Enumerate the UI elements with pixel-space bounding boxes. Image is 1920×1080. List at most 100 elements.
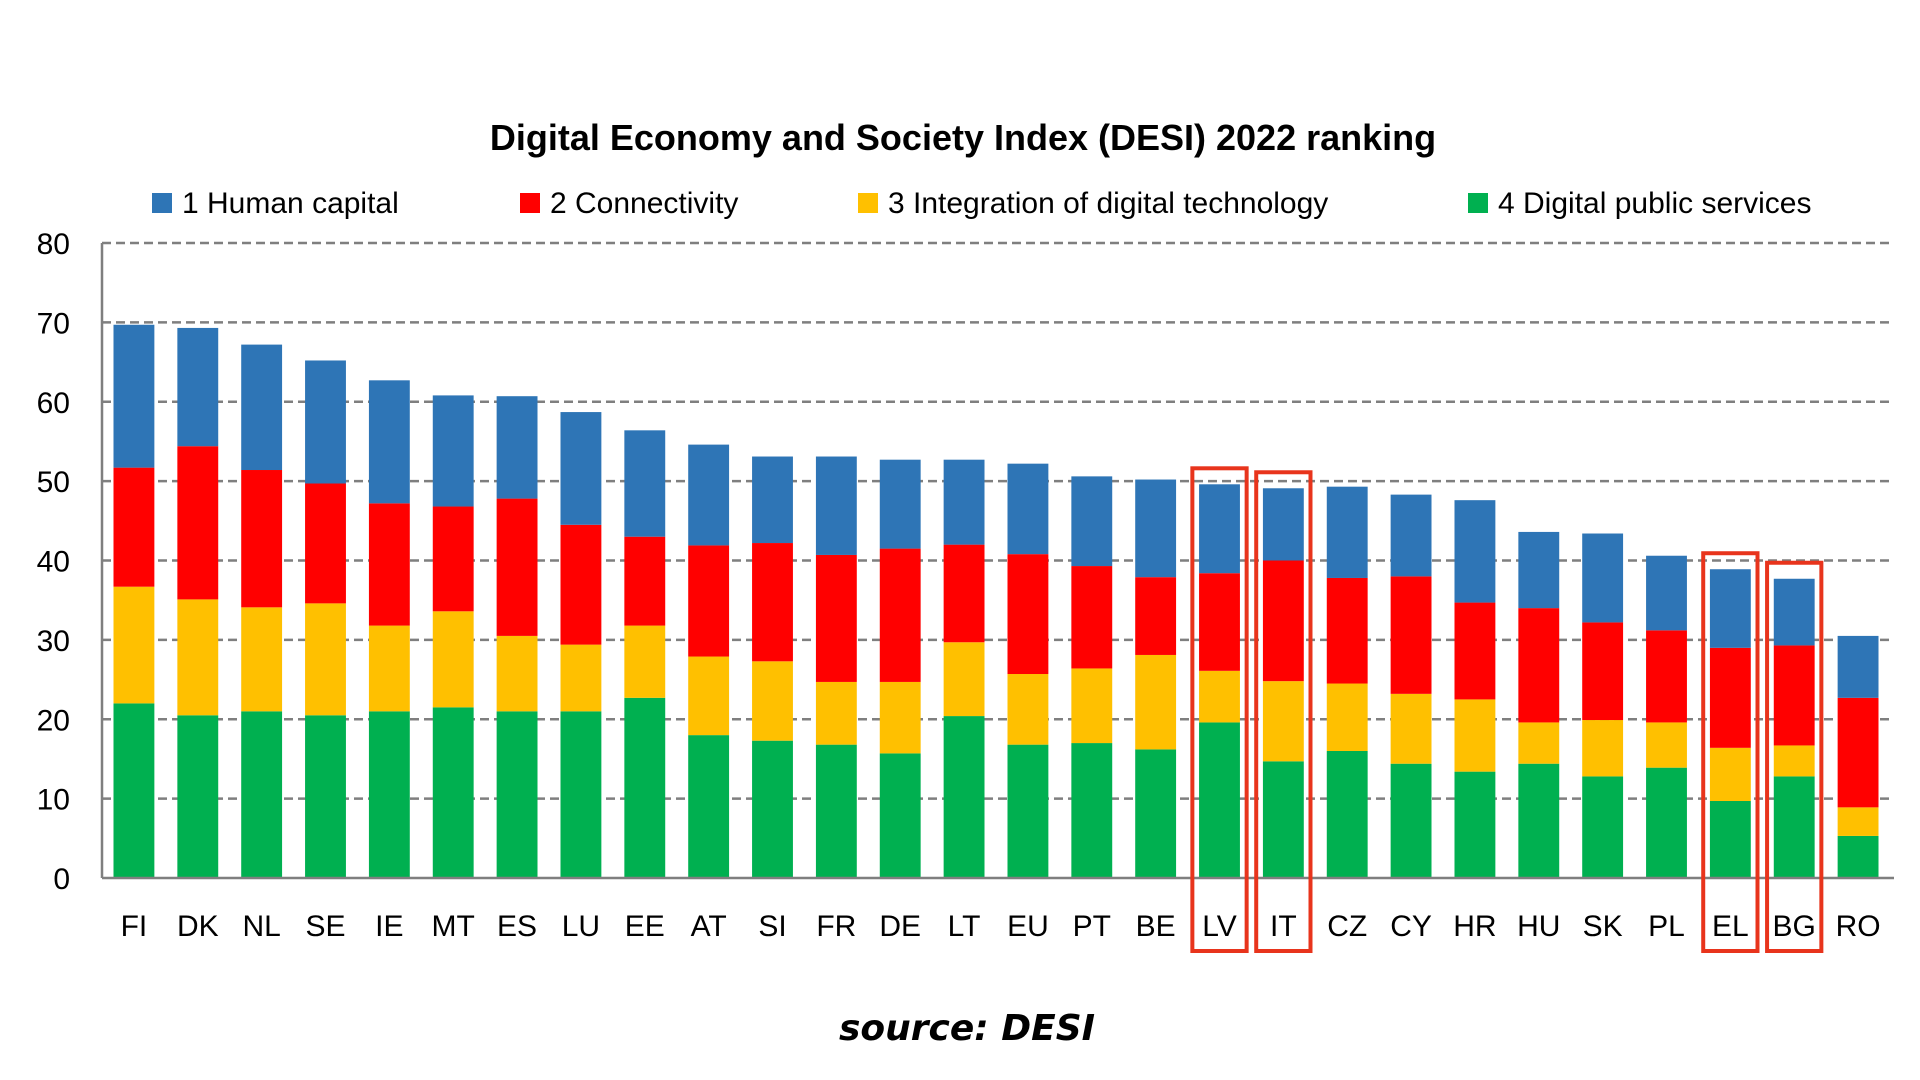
bar-PL-2 — [1646, 630, 1687, 723]
bar-BG-2 — [1773, 645, 1815, 746]
bar-NL-1 — [241, 344, 283, 471]
bar-SK-2 — [1582, 622, 1624, 721]
legend-swatch-4 — [1468, 193, 1488, 213]
bar-BG-3 — [1773, 745, 1815, 777]
bar-NL-4 — [241, 711, 283, 878]
bar-EU-1 — [1007, 463, 1049, 555]
bar-FR-1 — [815, 456, 857, 555]
bar-ES-2 — [496, 498, 538, 636]
bar-AT-1 — [688, 444, 730, 546]
x-tick-label-HR: HR — [1453, 910, 1496, 943]
bar-SI-4 — [752, 740, 793, 878]
highlight-box-EL — [1701, 551, 1760, 953]
bar-LV-4 — [1199, 722, 1240, 878]
bar-BG-1 — [1773, 578, 1815, 646]
bar-PL-1 — [1646, 555, 1687, 631]
bar-HU-4 — [1518, 763, 1560, 878]
x-tick-label-NL: NL — [242, 910, 280, 943]
bar-HU-3 — [1518, 722, 1560, 764]
bar-FI-4 — [113, 703, 155, 878]
bar-EL-2 — [1709, 647, 1751, 748]
bar-DK-4 — [177, 715, 219, 878]
x-tick-label-EE: EE — [625, 910, 665, 943]
bar-RO-2 — [1837, 697, 1879, 808]
x-axis-ticks: FI DK NL SE IE MT ES LU EE AT SI FR DE LT EU PT BE LV IT CZ… — [121, 910, 1881, 943]
highlight-boxes — [1190, 466, 1824, 953]
bar-PT-1 — [1071, 476, 1113, 567]
x-tick-label-RO: RO — [1836, 910, 1881, 943]
x-tick-label-EL: EL — [1712, 910, 1749, 943]
x-tick-label-BE: BE — [1136, 910, 1176, 943]
bar-IT-4 — [1262, 761, 1304, 878]
bar-EE-4 — [624, 697, 666, 878]
bar-EE-1 — [624, 430, 666, 537]
bar-CY-2 — [1390, 576, 1432, 694]
bar-EL-1 — [1709, 569, 1751, 648]
bar-IT-3 — [1262, 681, 1304, 762]
bar-CZ-4 — [1326, 751, 1368, 878]
y-tick-label: 70 — [37, 307, 70, 340]
legend-label-1: 1 Human capital — [182, 187, 399, 220]
x-tick-label-CZ: CZ — [1327, 910, 1367, 943]
bar-LU-2 — [560, 524, 602, 645]
x-tick-label-IE: IE — [375, 910, 403, 943]
bar-IT-1 — [1262, 488, 1304, 561]
x-tick-label-PL: PL — [1648, 910, 1685, 943]
bar-SE-4 — [305, 715, 346, 878]
bar-SI-2 — [752, 543, 793, 662]
bar-HR-2 — [1454, 602, 1496, 700]
x-tick-label-AT: AT — [691, 910, 727, 943]
bar-LU-1 — [560, 412, 602, 525]
bar-EU-4 — [1007, 744, 1049, 878]
bar-IE-1 — [368, 380, 410, 504]
legend: 1 Human capital 2 Connectivity 3 Integrati… — [152, 187, 1811, 220]
bar-CZ-2 — [1326, 577, 1368, 684]
x-tick-label-LU: LU — [562, 910, 600, 943]
bar-PT-4 — [1071, 743, 1113, 878]
bar-HR-1 — [1454, 500, 1496, 603]
bar-ES-3 — [496, 635, 538, 712]
x-tick-label-EU: EU — [1007, 910, 1049, 943]
bar-IT-2 — [1262, 560, 1304, 682]
bar-EE-3 — [624, 625, 666, 698]
y-axis-ticks: 0 10 20 30 40 50 60 70 80 — [37, 228, 70, 896]
bar-AT-4 — [688, 735, 730, 878]
legend-swatch-2 — [520, 193, 540, 213]
bar-IE-3 — [368, 625, 410, 712]
highlight-box-IT — [1254, 470, 1313, 953]
y-tick-label: 0 — [53, 863, 70, 896]
bar-SK-1 — [1582, 533, 1624, 623]
highlight-box-BG — [1765, 560, 1824, 953]
x-tick-label-PT: PT — [1073, 910, 1111, 943]
bar-FR-3 — [815, 681, 857, 745]
bar-LT-2 — [943, 544, 985, 643]
source-note: source: DESI — [839, 1008, 1095, 1049]
y-tick-label: 40 — [37, 546, 70, 579]
x-tick-label-BG: BG — [1773, 910, 1816, 943]
bar-ES-1 — [496, 396, 538, 499]
axes — [100, 243, 1894, 880]
x-tick-label-SK: SK — [1583, 910, 1623, 943]
x-tick-label-DE: DE — [879, 910, 921, 943]
x-tick-label-ES: ES — [497, 910, 537, 943]
bar-MT-3 — [432, 611, 474, 708]
bar-SK-4 — [1582, 776, 1624, 878]
bar-AT-3 — [688, 656, 730, 736]
x-tick-label-FR: FR — [816, 910, 856, 943]
bar-IE-2 — [368, 503, 410, 626]
bar-HU-1 — [1518, 531, 1560, 609]
bar-SI-3 — [752, 661, 793, 741]
bar-LV-2 — [1199, 573, 1240, 671]
bar-SI-1 — [752, 456, 793, 544]
chart-title: Digital Economy and Society Index (DESI)… — [490, 117, 1436, 158]
y-tick-label: 10 — [37, 784, 70, 817]
bar-HU-2 — [1518, 608, 1560, 723]
x-tick-label-LV: LV — [1202, 910, 1236, 943]
bar-RO-3 — [1837, 807, 1879, 836]
bar-FR-4 — [815, 744, 857, 878]
highlight-box-LV — [1190, 466, 1249, 953]
bar-DE-1 — [879, 459, 921, 549]
bar-LV-3 — [1199, 670, 1240, 723]
bar-EL-3 — [1709, 747, 1751, 802]
